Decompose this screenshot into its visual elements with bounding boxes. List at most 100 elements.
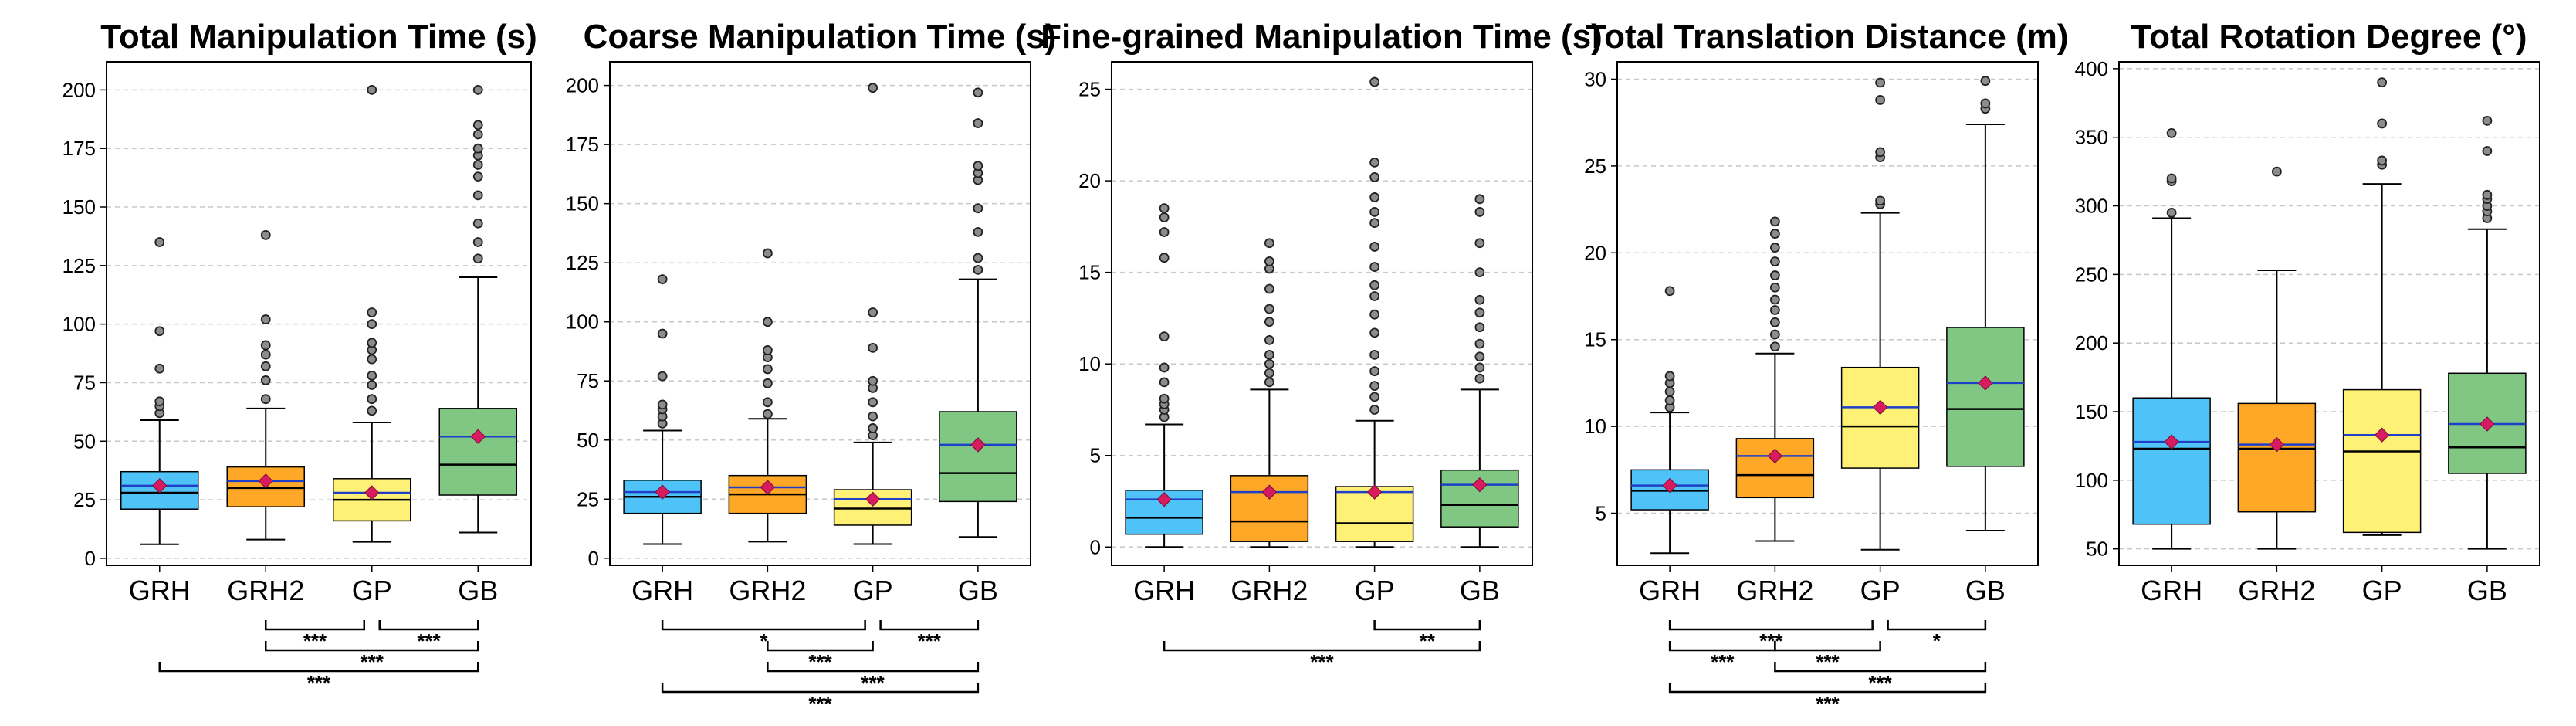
category-label: GRH2 xyxy=(729,575,806,606)
outlier-point xyxy=(973,253,983,263)
outlier-point xyxy=(1474,322,1485,333)
outlier-point xyxy=(1264,349,1274,360)
outlier-point xyxy=(1875,147,1886,158)
outlier-point xyxy=(472,120,483,131)
outlier-point xyxy=(1369,218,1380,229)
y-tick-label: 350 xyxy=(2075,126,2108,149)
box-iqr xyxy=(939,411,1017,503)
y-tick-label: 20 xyxy=(1078,169,1101,192)
outlier-point xyxy=(1664,286,1675,297)
outlier-point xyxy=(1769,341,1780,352)
chart-title: Total Rotation Degree (°) xyxy=(2131,18,2527,56)
outlier-point xyxy=(1664,371,1675,382)
y-tick-label: 75 xyxy=(577,369,599,392)
mean-marker xyxy=(2269,436,2285,453)
y-tick-label: 75 xyxy=(73,371,96,394)
y-tick-label: 175 xyxy=(566,133,599,156)
box-GRH2 xyxy=(2237,166,2317,550)
y-tick-label: 50 xyxy=(577,429,599,452)
significance-label: *** xyxy=(808,650,832,673)
outlier-point xyxy=(868,342,878,353)
outlier-point xyxy=(1474,307,1485,318)
significance-label: ** xyxy=(1420,629,1436,653)
outlier-point xyxy=(367,338,377,348)
significance-bracket: *** xyxy=(1668,620,1874,653)
significance-bracket: *** xyxy=(1668,683,1987,715)
outlier-point xyxy=(1875,195,1886,206)
significance-label: *** xyxy=(1816,650,1840,673)
significance-label: *** xyxy=(808,692,832,715)
bracket-line xyxy=(1774,662,1987,673)
outlier-point xyxy=(1769,256,1780,266)
outlier-point xyxy=(472,190,483,201)
outlier-point xyxy=(973,226,983,237)
outlier-point xyxy=(154,326,165,337)
significance-bracket: * xyxy=(1887,620,1987,653)
outlier-point xyxy=(1264,238,1274,249)
outlier-point xyxy=(1474,373,1485,384)
outlier-point xyxy=(868,83,878,93)
outlier-point xyxy=(472,160,483,170)
outlier-point xyxy=(2482,115,2493,126)
mean-marker xyxy=(2164,434,2179,450)
significance-label: *** xyxy=(1868,671,1892,694)
bracket-line xyxy=(1887,620,1987,631)
box-iqr xyxy=(1335,486,1414,542)
mean-marker xyxy=(865,491,881,507)
y-tick-label: 25 xyxy=(1078,78,1101,101)
bracket-line xyxy=(265,620,365,631)
y-tick-label: 100 xyxy=(566,310,599,334)
mean-marker xyxy=(760,480,776,495)
y-tick-label: 150 xyxy=(63,195,96,219)
outlier-point xyxy=(973,87,983,98)
y-tick-label: 0 xyxy=(588,547,599,570)
y-tick-label: 10 xyxy=(1078,352,1101,375)
outlier-point xyxy=(1369,192,1380,202)
y-tick-label: 25 xyxy=(1584,154,1606,178)
category-label: GRH2 xyxy=(227,575,304,606)
outlier-point xyxy=(2377,155,2388,166)
outlier-point xyxy=(762,397,773,408)
y-tick-label: 100 xyxy=(2075,469,2108,492)
box-iqr xyxy=(438,408,517,496)
box-GB xyxy=(438,84,517,534)
y-tick-label: 150 xyxy=(2075,400,2108,423)
outlier-point xyxy=(1474,267,1485,278)
box-GRH xyxy=(1630,286,1709,555)
outlier-point xyxy=(2166,127,2177,138)
outlier-point xyxy=(1369,207,1380,217)
box-iqr xyxy=(1840,366,1920,469)
category-label: GRH xyxy=(1639,575,1701,606)
outlier-point xyxy=(762,378,773,388)
y-tick-label: 25 xyxy=(73,488,96,511)
outlier-point xyxy=(1369,381,1380,392)
y-tick-label: 400 xyxy=(2075,57,2108,80)
outlier-point xyxy=(2482,189,2493,200)
outlier-point xyxy=(973,161,983,171)
y-tick-label: 50 xyxy=(73,429,96,453)
outlier-point xyxy=(1474,294,1485,305)
category-label: GP xyxy=(2362,575,2402,606)
outlier-point xyxy=(367,307,377,317)
outlier-point xyxy=(973,203,983,214)
outlier-point xyxy=(868,423,878,433)
outlier-point xyxy=(762,248,773,259)
outlier-point xyxy=(2271,166,2282,177)
category-label: GRH xyxy=(1133,575,1195,606)
box-GRH2 xyxy=(226,230,305,541)
outlier-point xyxy=(260,349,271,360)
outlier-point xyxy=(154,363,165,374)
outlier-point xyxy=(657,328,668,339)
significance-bracket: *** xyxy=(158,662,479,694)
outlier-point xyxy=(472,129,483,140)
significance-label: *** xyxy=(1310,650,1334,673)
outlier-point xyxy=(868,397,878,408)
category-label: GB xyxy=(2467,575,2507,606)
mean-marker xyxy=(1261,484,1278,500)
outlier-point xyxy=(1769,243,1780,253)
outlier-point xyxy=(1264,334,1274,345)
significance-label: *** xyxy=(303,629,327,653)
mean-marker xyxy=(258,473,273,489)
bracket-line xyxy=(879,620,980,631)
mean-marker xyxy=(1978,375,1993,391)
